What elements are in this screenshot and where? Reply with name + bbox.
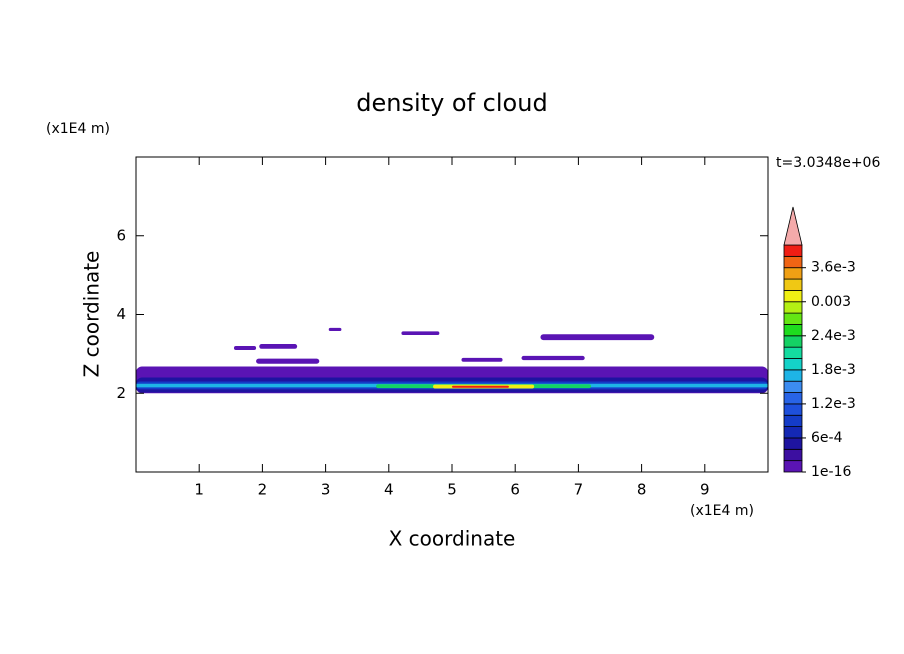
colorbar-box (783, 312, 803, 325)
colorbar-box (783, 244, 803, 257)
colorbar-box (783, 255, 803, 269)
colorbar-box (783, 426, 803, 439)
contour-region (521, 355, 585, 361)
colorbar-box (783, 346, 803, 359)
colorbar-box (783, 392, 803, 405)
x-tick-label: 8 (637, 481, 647, 499)
x-tick-label: 5 (447, 481, 457, 499)
colorbar-box (783, 335, 803, 348)
y-tick-label: 4 (116, 305, 126, 323)
colorbar-box (783, 301, 803, 314)
colorbar-label: 1.2e-3 (811, 396, 856, 412)
colorbar-box (783, 289, 803, 303)
colorbar-over (783, 206, 803, 246)
colorbar-box (783, 437, 803, 450)
x-tick-label: 6 (510, 481, 520, 499)
colorbar-box (783, 324, 803, 337)
colorbar-box (783, 448, 803, 462)
x-tick-label: 2 (258, 481, 268, 499)
colorbar-label: 1e-16 (811, 464, 851, 480)
x-tick-label: 3 (321, 481, 331, 499)
colorbar-label: 6e-4 (811, 430, 843, 446)
contour-region (540, 334, 655, 341)
colorbar-label: 1.8e-3 (811, 362, 856, 378)
x-tick-label: 4 (384, 481, 394, 499)
colorbar-label: 3.6e-3 (811, 260, 856, 276)
time-label: t=3.0348e+06 (776, 155, 880, 171)
colorbar-box (783, 403, 803, 416)
colorbar-box (783, 278, 803, 291)
x-tick-label: 1 (194, 481, 204, 499)
plot-frame (135, 156, 769, 473)
x-unit: (x1E4 m) (690, 503, 754, 519)
y-tick-label: 2 (116, 384, 126, 402)
contour-region (401, 331, 440, 335)
colorbar-box (783, 460, 803, 473)
colorbar-box (783, 267, 803, 280)
contour-region (452, 385, 509, 388)
y-tick-label: 6 (116, 226, 126, 244)
colorbar-box (783, 380, 803, 393)
contour-region (233, 346, 257, 350)
colorbar-label: 0.003 (811, 294, 851, 310)
contour-region (328, 327, 342, 332)
x-tick-label: 7 (574, 481, 584, 499)
y-axis-label: Z coordinate (80, 251, 104, 378)
colorbar-box (783, 369, 803, 382)
x-axis-label: X coordinate (389, 527, 516, 551)
x-tick-label: 9 (700, 481, 710, 499)
contour-region (259, 344, 298, 349)
contour-region (256, 358, 320, 364)
chart-title: density of cloud (356, 89, 547, 117)
colorbar-box (783, 414, 803, 428)
colorbar-box (783, 358, 803, 371)
y-unit: (x1E4 m) (46, 121, 110, 137)
contour-region (461, 357, 503, 362)
colorbar-label: 2.4e-3 (811, 328, 856, 344)
